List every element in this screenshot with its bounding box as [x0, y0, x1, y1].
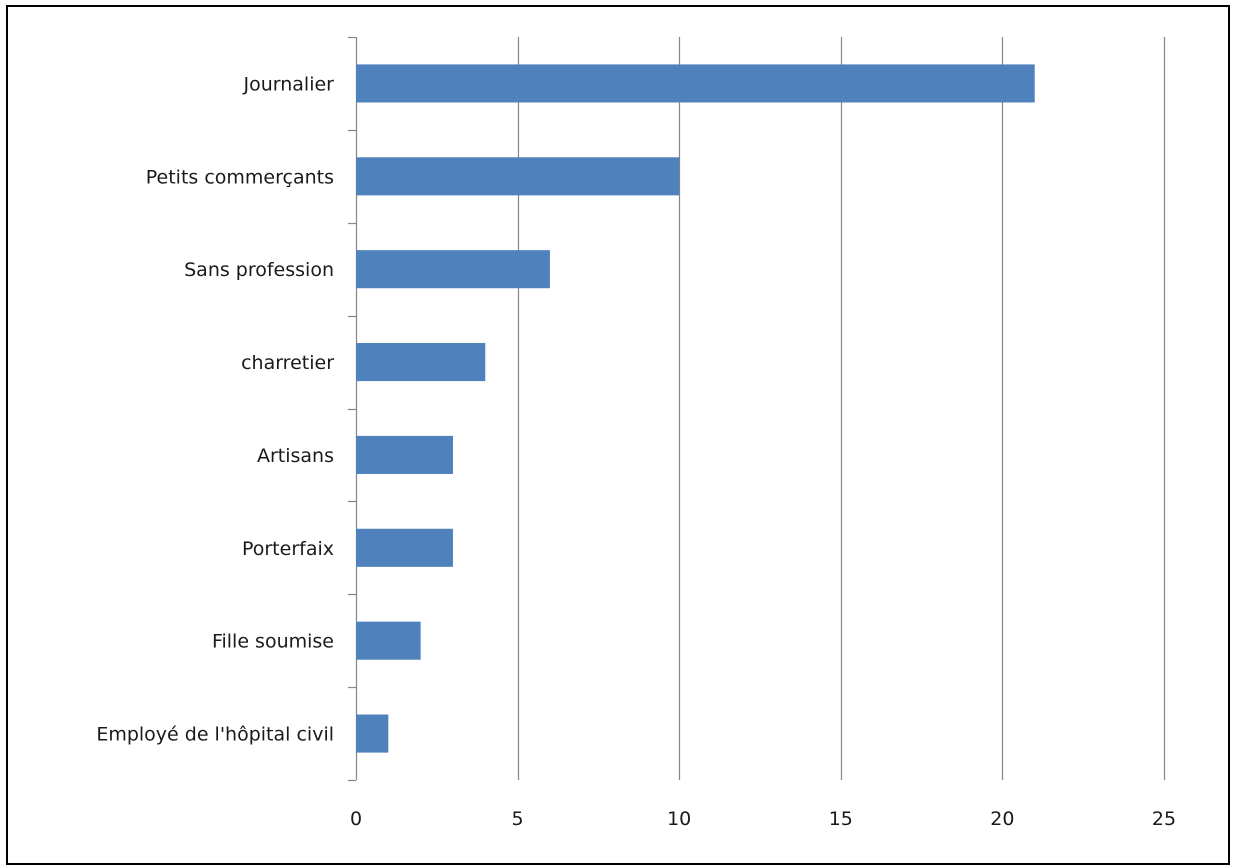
bar-charretier [356, 343, 486, 382]
x-tick-label: 0 [350, 808, 362, 830]
y-axis [348, 36, 358, 782]
category-label: Petits commerçants [146, 166, 334, 188]
bar-journalier [356, 64, 1035, 103]
bar-petits-commer-ants [356, 157, 680, 196]
bar-sans-profession [356, 250, 550, 289]
gridlines [517, 37, 1166, 780]
category-label: Sans profession [184, 259, 334, 281]
category-label: Artisans [257, 445, 334, 467]
x-tick-label: 20 [990, 808, 1014, 830]
x-tick-label: 25 [1152, 808, 1176, 830]
bar-fille-soumise [356, 621, 421, 660]
x-tick-label: 10 [667, 808, 691, 830]
bar-porterfaix [356, 528, 453, 567]
x-tick-label: 15 [829, 808, 853, 830]
category-label: Journalier [243, 73, 335, 95]
bar-employ-de-l-h-pital-civil [356, 714, 389, 753]
category-label: Porterfaix [242, 538, 334, 560]
category-label: charretier [241, 352, 334, 374]
chart-frame [6, 5, 1230, 865]
category-label: Employé de l'hôpital civil [96, 724, 334, 746]
x-tick-label: 5 [512, 808, 524, 830]
category-labels: Journalier Petits commerçants Sans profess… [96, 73, 334, 745]
x-tick-labels: 0 5 10 15 20 25 [350, 808, 1176, 830]
category-label: Fille soumise [212, 631, 334, 653]
bars [356, 64, 1035, 753]
bar-artisans [356, 435, 453, 474]
